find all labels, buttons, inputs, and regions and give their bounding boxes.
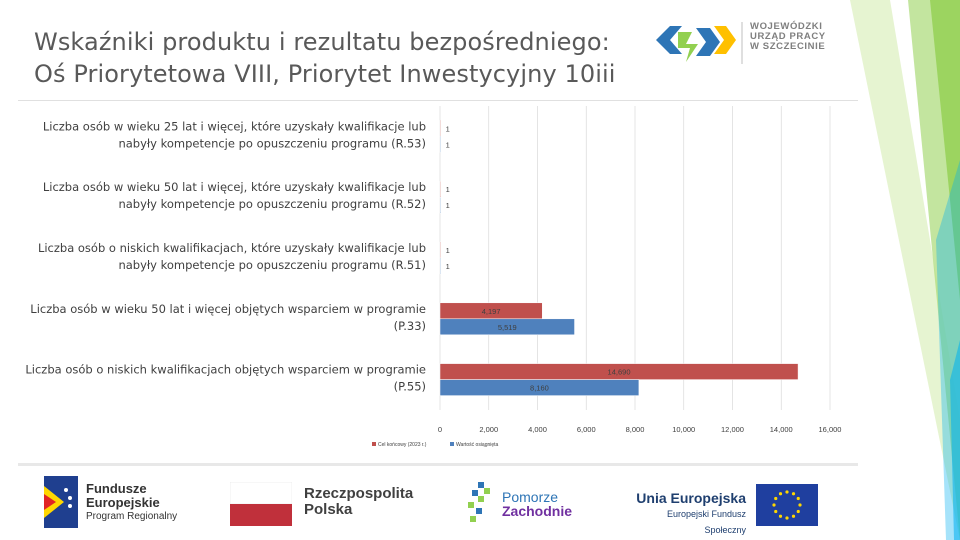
eu-star <box>774 496 778 501</box>
data-label: 1 <box>446 246 450 255</box>
chart-frame <box>18 100 858 466</box>
bar-achieved <box>439 196 441 214</box>
page-title: Wskaźniki produktu i rezultatu bezpośred… <box>34 26 616 90</box>
bar-target <box>439 120 441 137</box>
category-label: nabyły kompetencje po opuszczeniu progra… <box>118 258 426 272</box>
data-label: 1 <box>446 140 450 149</box>
eu-star <box>796 509 800 514</box>
category-label: Liczba osób w wieku 50 lat i więcej, któ… <box>43 180 426 194</box>
eu-funds-logo-text: Fundusze Europejskie Program Regionalny <box>86 481 178 523</box>
x-tick-label: 0 <box>438 425 442 434</box>
eu-funds-logo-icon <box>44 476 78 528</box>
legend-entry: Cel końcowy (2023 r.) <box>378 442 427 448</box>
x-tick-label: 12,000 <box>721 425 744 434</box>
x-tick-label: 6,000 <box>577 425 596 434</box>
eu-star <box>772 503 776 507</box>
data-label: 4,197 <box>482 307 501 316</box>
footer-logos: Fundusze Europejskie Program Regionalny … <box>0 466 960 540</box>
eu-logo-text: Unia Europejska Europejski Fundusz Społe… <box>636 490 746 535</box>
category-label: nabyły kompetencje po opuszczeniu progra… <box>118 136 426 150</box>
eu-star <box>778 514 783 518</box>
category-label: Liczba osób w wieku 25 lat i więcej, któ… <box>43 119 426 133</box>
x-tick-label: 8,000 <box>626 425 645 434</box>
bar-achieved <box>439 136 441 153</box>
rp-logo-text: Rzeczpospolita Polska <box>304 485 414 518</box>
x-tick-label: 2,000 <box>479 425 498 434</box>
data-label: 8,160 <box>530 384 549 393</box>
category-label: (P.33) <box>394 319 426 333</box>
title-line-2: Oś Priorytetowa VIII, Priorytet Inwestyc… <box>34 60 616 88</box>
category-label: Liczba osób o niskich kwalifikacjach, kt… <box>38 241 426 255</box>
eu-star <box>791 492 796 496</box>
bar-achieved <box>439 379 640 396</box>
eu-star <box>778 492 783 496</box>
legend-swatch <box>372 442 376 446</box>
category-label: Liczba osób w wieku 50 lat i więcej obję… <box>30 302 426 316</box>
eu-star <box>785 516 789 520</box>
legend-swatch <box>450 442 454 446</box>
data-label: 1 <box>446 262 450 271</box>
bar-target <box>439 180 441 198</box>
decorative-side-shapes <box>850 0 960 540</box>
category-label: (P.55) <box>394 380 426 394</box>
wup-logo-text: WOJEWÓDZKI URZĄD PRACY W SZCZECINIE <box>750 21 826 52</box>
wup-logo-icon <box>656 22 743 64</box>
eu-star <box>774 509 778 514</box>
pz-logo-text: Pomorze Zachodnie <box>502 489 573 519</box>
x-tick-label: 10,000 <box>672 425 695 434</box>
eu-flag-icon <box>756 484 818 526</box>
eu-star <box>798 503 802 507</box>
data-label: 14,690 <box>608 368 631 377</box>
x-tick-label: 14,000 <box>770 425 793 434</box>
eu-star <box>796 496 800 501</box>
polish-flag-icon <box>230 482 292 526</box>
data-label: 5,519 <box>498 323 517 332</box>
category-label: nabyły kompetencje po opuszczeniu progra… <box>118 197 426 211</box>
x-tick-label: 4,000 <box>528 425 547 434</box>
x-tick-label: 16,000 <box>819 425 842 434</box>
pomorze-zachodnie-logo-icon <box>468 482 490 522</box>
category-label: Liczba osób o niskich kwalifikacjach obj… <box>25 363 426 377</box>
data-label: 1 <box>446 185 450 194</box>
bar-achieved <box>439 257 441 275</box>
bar-achieved <box>439 318 575 336</box>
legend-entry: Wartość osiągnięta <box>456 442 499 448</box>
title-line-1: Wskaźniki produktu i rezultatu bezpośred… <box>34 28 610 56</box>
bar-target <box>439 241 441 259</box>
eu-star <box>791 514 796 518</box>
data-label: 1 <box>446 124 450 133</box>
data-label: 1 <box>446 201 450 210</box>
eu-star <box>785 490 789 494</box>
